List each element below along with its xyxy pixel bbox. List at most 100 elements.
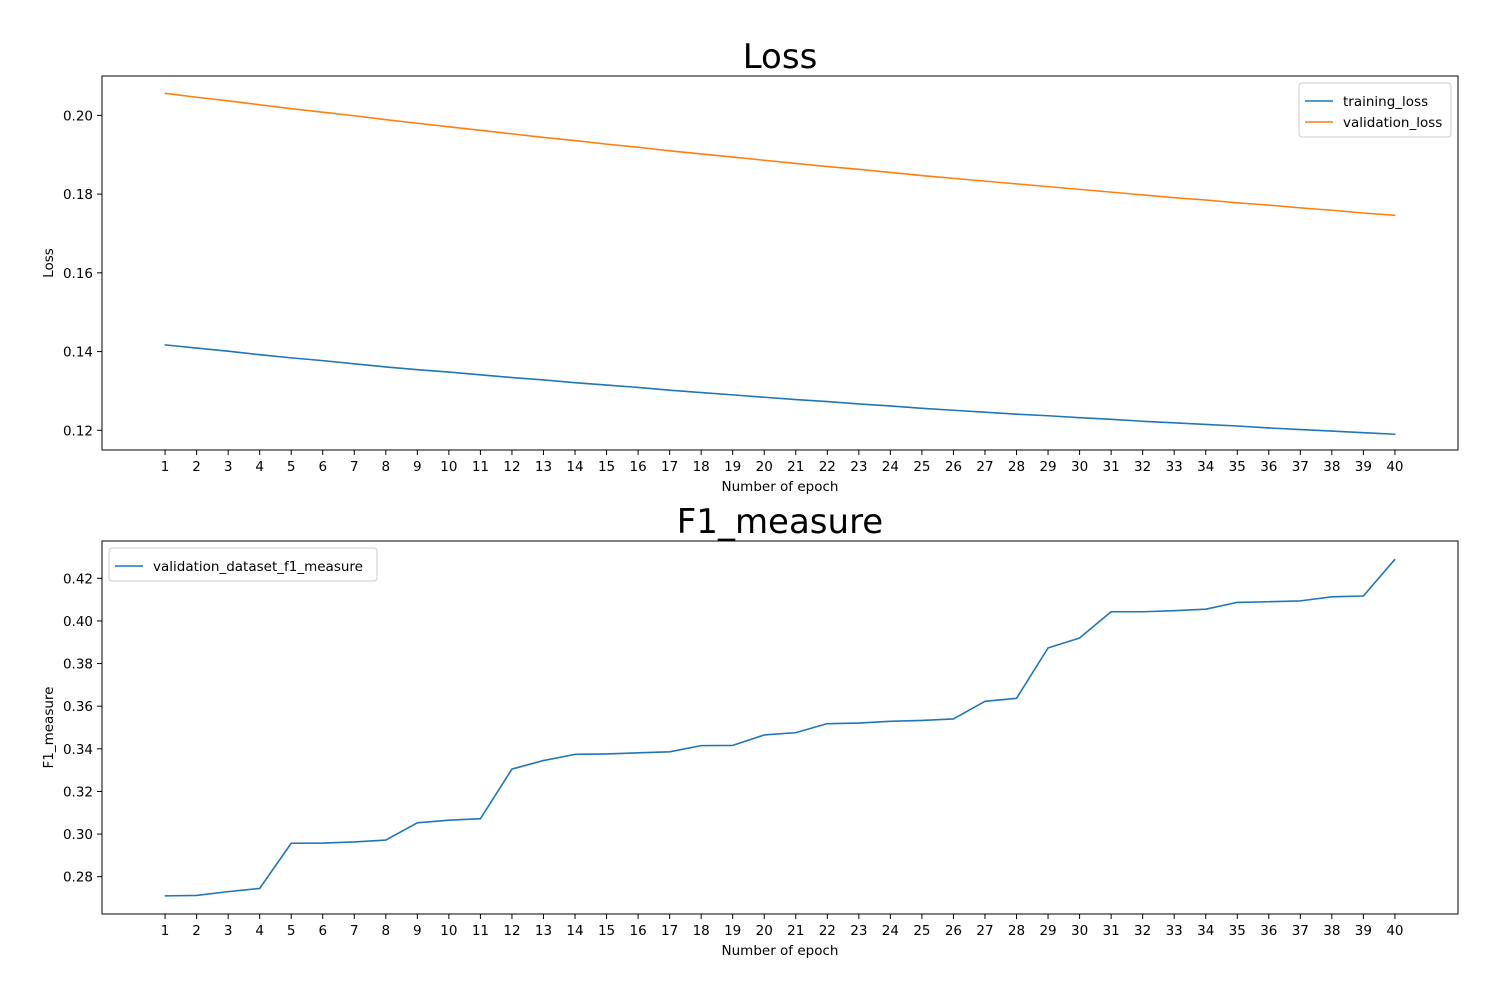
data-point	[605, 753, 608, 755]
data-point	[1268, 427, 1270, 429]
x-tick-label: 21	[787, 923, 804, 939]
x-tick-label: 29	[1039, 459, 1056, 475]
y-tick-label: 0.16	[63, 266, 93, 282]
data-point	[511, 133, 513, 135]
y-tick-label: 0.38	[63, 657, 93, 673]
data-point	[984, 411, 986, 413]
y-tick-label: 0.40	[63, 614, 93, 630]
x-tick-label: 12	[503, 459, 520, 475]
x-tick-label: 23	[850, 923, 867, 939]
data-point	[322, 842, 324, 844]
x-tick-label: 15	[598, 923, 615, 939]
x-tick-label: 27	[976, 459, 993, 475]
chart-title: Loss	[743, 37, 818, 77]
data-point	[1394, 558, 1396, 560]
x-tick-label: 3	[224, 923, 233, 939]
data-point	[290, 842, 292, 844]
x-tick-label: 13	[535, 459, 552, 475]
data-point	[952, 409, 955, 411]
x-axis-label: Number of epoch	[722, 479, 839, 495]
x-tick-label: 32	[1134, 923, 1151, 939]
data-point	[1078, 637, 1081, 639]
y-tick-label: 0.34	[63, 742, 93, 758]
x-tick-label: 9	[413, 459, 422, 475]
x-tick-label: 14	[566, 459, 583, 475]
data-point	[1047, 186, 1049, 188]
data-point	[227, 100, 229, 102]
x-tick-label: 31	[1103, 459, 1120, 475]
data-point	[1268, 601, 1270, 603]
x-tick-label: 35	[1229, 923, 1246, 939]
x-tick-label: 29	[1039, 923, 1056, 939]
x-tick-label: 16	[629, 923, 646, 939]
data-point	[574, 382, 576, 384]
data-point	[385, 119, 387, 121]
data-point	[1078, 417, 1081, 419]
y-tick-label: 0.30	[63, 827, 93, 843]
legend-label: validation_loss	[1343, 115, 1442, 131]
data-point	[1331, 430, 1333, 432]
x-tick-label: 25	[913, 459, 930, 475]
data-point	[1362, 212, 1364, 214]
data-point	[164, 92, 166, 94]
x-tick-label: 40	[1386, 459, 1403, 475]
x-tick-label: 34	[1197, 923, 1214, 939]
series-line-validation_loss	[164, 92, 1395, 217]
y-tick-label: 0.32	[63, 784, 93, 800]
x-tick-label: 1	[161, 923, 170, 939]
x-tick-label: 25	[913, 923, 930, 939]
x-tick-label: 13	[535, 923, 552, 939]
data-point	[1362, 595, 1364, 597]
legend-label: validation_dataset_f1_measure	[153, 559, 363, 575]
data-point	[763, 734, 765, 736]
data-point	[795, 162, 797, 164]
x-tick-label: 34	[1197, 459, 1214, 475]
y-tick-label: 0.42	[63, 571, 93, 587]
x-tick-label: 3	[224, 459, 233, 475]
axes-frame	[101, 75, 1459, 451]
series-line-validation_dataset_f1_measure	[165, 558, 1396, 897]
data-point	[1205, 423, 1207, 426]
data-point	[259, 104, 261, 106]
x-tick-label: 40	[1386, 923, 1403, 939]
data-point	[952, 177, 955, 179]
x-tick-label: 26	[945, 923, 962, 939]
x-tick-label: 8	[382, 459, 391, 475]
data-point	[984, 700, 986, 702]
data-point	[795, 399, 797, 401]
data-point	[1331, 596, 1333, 598]
axes-frame	[101, 540, 1459, 915]
data-point	[479, 374, 482, 376]
series-line-training_loss	[164, 344, 1395, 436]
data-point	[763, 159, 765, 161]
x-tick-label: 24	[882, 923, 899, 939]
data-point	[700, 391, 702, 394]
x-tick-label: 26	[945, 459, 962, 475]
x-tick-label: 23	[850, 459, 867, 475]
x-tick-label: 35	[1229, 459, 1246, 475]
data-point	[416, 822, 418, 824]
y-tick-label: 0.14	[63, 345, 93, 361]
x-tick-label: 6	[318, 923, 327, 939]
x-tick-label: 10	[440, 923, 457, 939]
data-point	[605, 143, 608, 145]
data-point	[542, 136, 545, 139]
x-tick-label: 12	[503, 923, 520, 939]
x-tick-label: 30	[1071, 459, 1088, 475]
data-point	[542, 759, 545, 762]
data-point	[889, 171, 891, 174]
data-point	[290, 108, 292, 110]
data-point	[1047, 415, 1049, 417]
data-point	[1205, 199, 1207, 201]
x-axis-label: Number of epoch	[722, 943, 839, 959]
data-point	[637, 146, 639, 148]
data-point	[1015, 413, 1018, 415]
data-point	[889, 405, 891, 407]
x-tick-label: 39	[1355, 459, 1372, 475]
data-point	[921, 719, 923, 722]
data-point	[196, 96, 198, 98]
x-tick-label: 1	[161, 459, 170, 475]
x-tick-label: 8	[382, 923, 391, 939]
